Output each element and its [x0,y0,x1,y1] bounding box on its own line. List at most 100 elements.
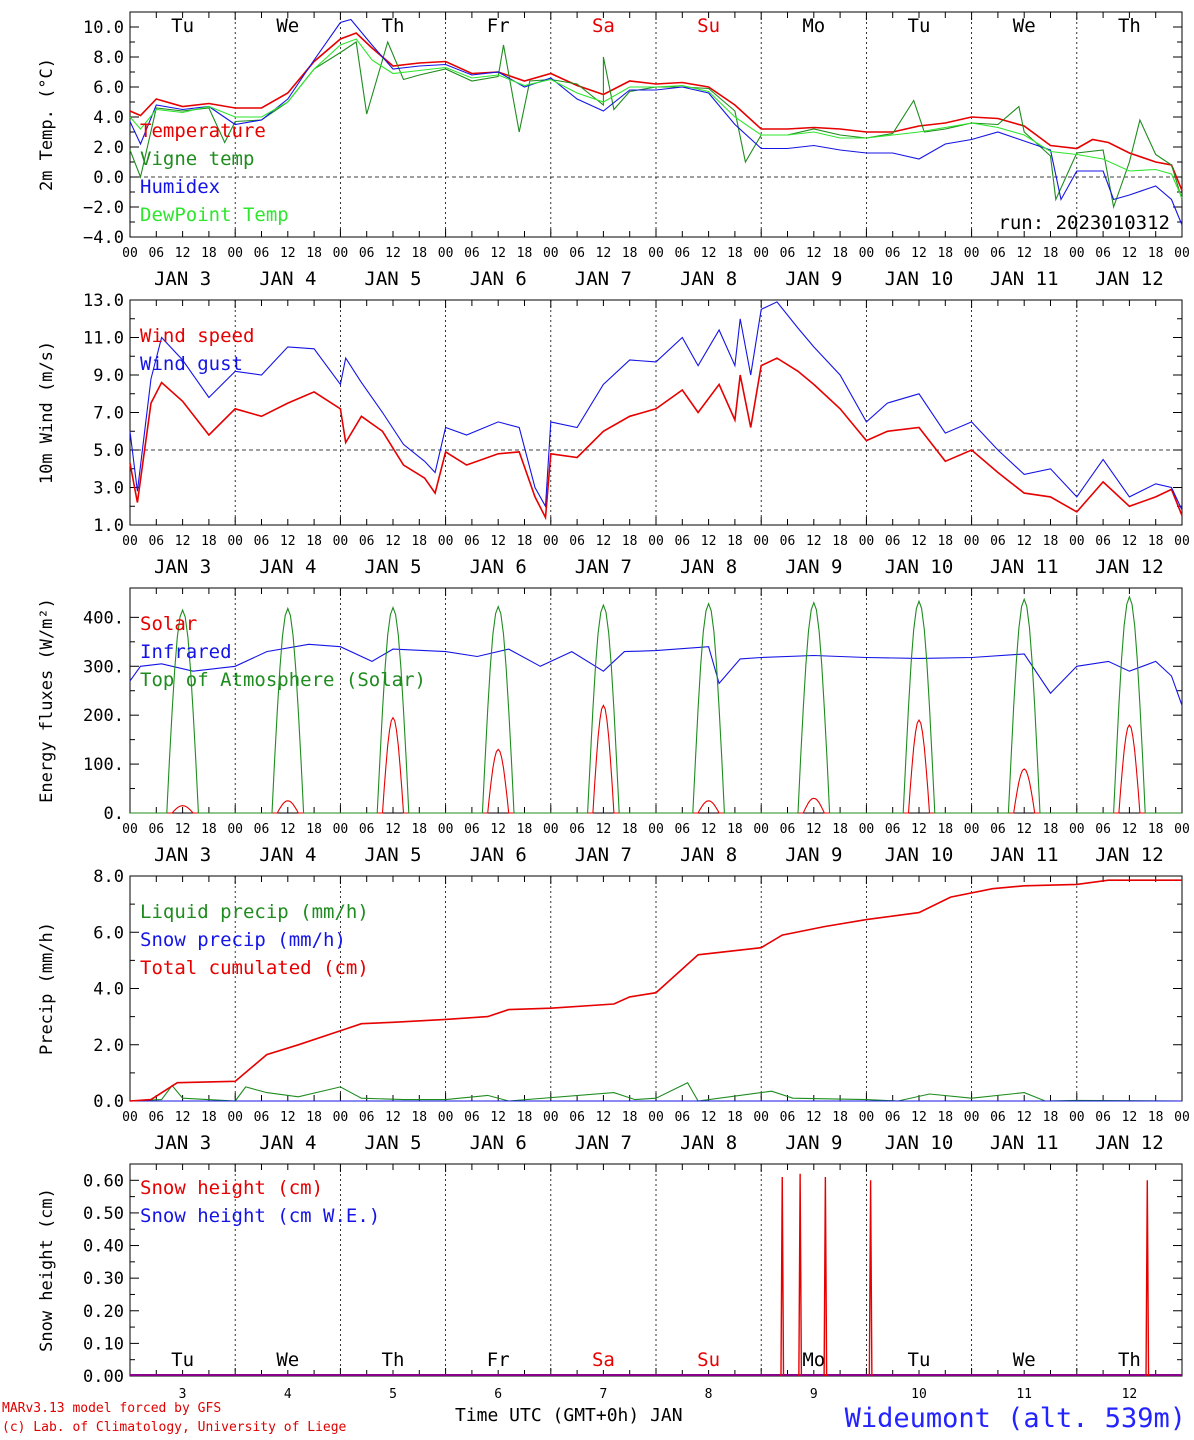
hour-label: 12 [911,534,927,549]
date-label: JAN 3 [154,844,211,866]
weekday-label: Th [382,1349,405,1371]
date-label: JAN 12 [1095,556,1164,578]
date-label: JAN 10 [885,556,954,578]
hour-label: 18 [201,1110,217,1125]
day-number: 8 [705,1387,713,1402]
snow-spike [868,1180,873,1377]
weekday-label: Th [1118,15,1141,37]
hour-label: 00 [1069,246,1085,261]
y-tick-label: 6.0 [93,78,124,98]
hour-label: 18 [517,1110,533,1125]
weekday-label: Tu [908,15,931,37]
hour-label: 00 [438,246,454,261]
weekday-label: Tu [171,15,194,37]
hour-label: 00 [753,534,769,549]
x-axis-title: Time UTC (GMT+0h) JAN [455,1405,683,1426]
y-tick-label: −2.0 [83,198,124,218]
hour-label: 18 [832,534,848,549]
hour-label: 12 [490,1110,506,1125]
date-label: JAN 6 [470,268,527,290]
date-label: JAN 7 [575,844,632,866]
hour-label: 18 [727,1110,743,1125]
legend-entry: DewPoint Temp [140,204,289,226]
legend-entry: Snow precip (mm/h) [140,929,346,951]
y-tick-label: 4.0 [93,980,124,1000]
y-tick-label: 2.0 [93,1036,124,1056]
date-label: JAN 11 [990,1132,1059,1154]
hour-label: 18 [201,822,217,837]
weekday-label: Tu [171,1349,194,1371]
hour-label: 12 [701,246,717,261]
hour-label: 12 [280,246,296,261]
y-tick-label: 13.0 [83,291,124,311]
hour-label: 06 [254,822,270,837]
date-label: JAN 8 [680,556,737,578]
date-label: JAN 4 [259,844,316,866]
hour-label: 18 [517,246,533,261]
hour-label: 00 [543,1110,559,1125]
date-label: JAN 3 [154,1132,211,1154]
hour-label: 00 [122,822,138,837]
hour-label: 00 [438,534,454,549]
legend-entry: Top of Atmosphere (Solar) [140,669,426,691]
hour-label: 06 [885,534,901,549]
hour-label: 06 [148,534,164,549]
date-label: JAN 6 [470,556,527,578]
date-label: JAN 7 [575,556,632,578]
hour-label: 00 [333,1110,349,1125]
hour-label: 18 [411,1110,427,1125]
hour-label: 00 [333,534,349,549]
hour-label: 18 [1043,246,1059,261]
weekday-label: Sa [592,1349,615,1371]
date-label: JAN 5 [364,1132,421,1154]
hour-label: 06 [780,534,796,549]
wind-speed-line [129,357,1183,521]
hour-label: 00 [227,534,243,549]
y-tick-label: 4.0 [93,108,124,128]
hour-label: 00 [227,822,243,837]
y-tick-label: 8.0 [93,867,124,887]
y-tick-label: 300. [83,657,124,677]
hour-label: 06 [569,822,585,837]
hour-label: 12 [385,534,401,549]
hour-label: 00 [122,534,138,549]
date-label: JAN 4 [259,556,316,578]
hour-label: 18 [832,822,848,837]
legend-entry: Wind speed [140,325,254,347]
hour-label: 18 [411,822,427,837]
hour-label: 00 [964,534,980,549]
snow-spike [1145,1180,1150,1377]
hour-label: 12 [385,246,401,261]
hour-label: 00 [859,246,875,261]
day-number: 5 [389,1387,397,1402]
hour-label: 12 [1016,534,1032,549]
date-label: JAN 8 [680,268,737,290]
hour-label: 06 [148,246,164,261]
weekday-label: Fr [487,15,510,37]
hour-label: 06 [885,822,901,837]
hour-label: 00 [227,246,243,261]
y-tick-label: 0.50 [83,1204,124,1224]
hour-label: 12 [701,1110,717,1125]
hour-label: 00 [648,246,664,261]
hour-label: 06 [885,1110,901,1125]
date-label: JAN 12 [1095,268,1164,290]
date-label: JAN 5 [364,844,421,866]
y-tick-label: 10.0 [83,18,124,38]
hour-label: 18 [201,246,217,261]
legend-entry: Humidex [140,176,220,198]
hour-label: 06 [254,534,270,549]
hour-label: 06 [254,1110,270,1125]
hour-label: 06 [674,1110,690,1125]
hour-label: 06 [464,1110,480,1125]
hour-label: 18 [306,246,322,261]
vigne-temp-line [129,40,1183,210]
hour-label: 06 [148,822,164,837]
date-label: JAN 9 [785,1132,842,1154]
hour-label: 00 [1069,534,1085,549]
y-axis-label: Energy fluxes (W/m²) [37,598,57,803]
hour-label: 12 [280,822,296,837]
station-title: Wideumont (alt. 539m) [844,1403,1186,1434]
hour-label: 18 [201,534,217,549]
hour-label: 00 [648,534,664,549]
